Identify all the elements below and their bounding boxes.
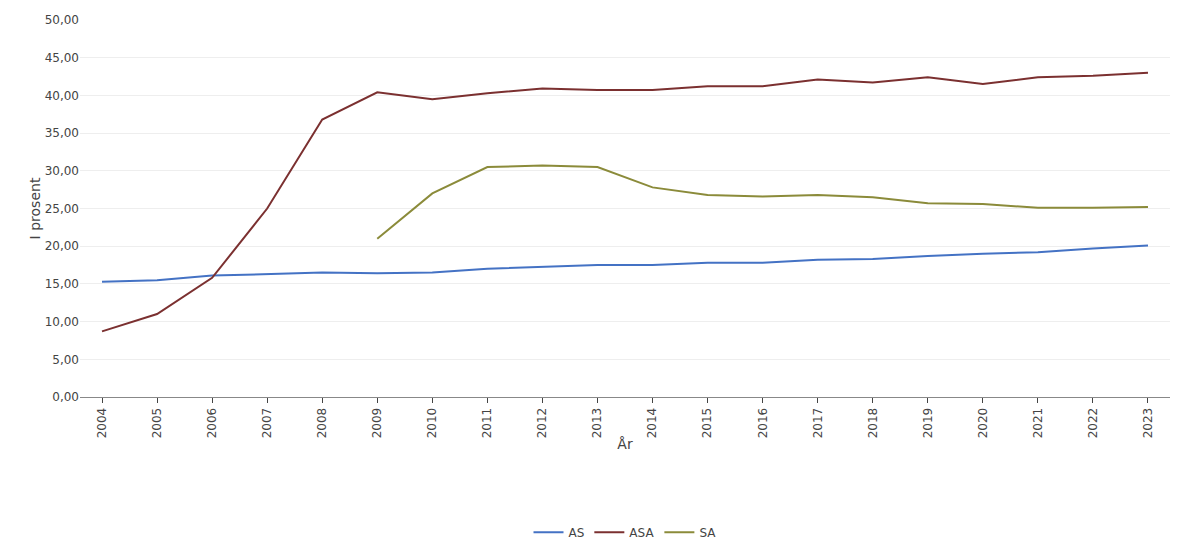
svg-text:2008: 2008: [315, 408, 329, 439]
svg-text:2015: 2015: [700, 408, 714, 439]
svg-text:2016: 2016: [756, 408, 770, 439]
svg-text:2019: 2019: [921, 408, 935, 439]
svg-text:2006: 2006: [205, 408, 219, 439]
svg-text:2007: 2007: [260, 408, 274, 439]
svg-text:2023: 2023: [1141, 408, 1155, 439]
svg-text:AS: AS: [569, 526, 585, 540]
svg-text:2017: 2017: [811, 408, 825, 439]
svg-text:45,00: 45,00: [45, 51, 79, 65]
svg-text:50,00: 50,00: [45, 13, 79, 27]
svg-text:2018: 2018: [866, 408, 880, 439]
svg-text:2022: 2022: [1086, 408, 1100, 439]
svg-text:2012: 2012: [535, 408, 549, 439]
svg-text:2014: 2014: [645, 408, 659, 439]
svg-text:SA: SA: [699, 526, 716, 540]
svg-text:10,00: 10,00: [45, 315, 79, 329]
svg-text:2004: 2004: [95, 408, 109, 439]
svg-text:2020: 2020: [976, 408, 990, 439]
svg-text:40,00: 40,00: [45, 89, 79, 103]
svg-text:20,00: 20,00: [45, 239, 79, 253]
svg-text:35,00: 35,00: [45, 126, 79, 140]
svg-text:2021: 2021: [1031, 408, 1045, 439]
svg-text:15,00: 15,00: [45, 277, 79, 291]
svg-text:2009: 2009: [370, 408, 384, 439]
svg-text:0,00: 0,00: [52, 390, 79, 404]
svg-text:2005: 2005: [150, 408, 164, 439]
svg-text:2013: 2013: [590, 408, 604, 439]
svg-text:År: År: [617, 436, 633, 452]
svg-text:30,00: 30,00: [45, 164, 79, 178]
svg-text:I prosent: I prosent: [27, 177, 43, 239]
svg-text:5,00: 5,00: [52, 353, 79, 367]
svg-text:ASA: ASA: [629, 526, 654, 540]
svg-text:2011: 2011: [480, 408, 494, 439]
svg-text:25,00: 25,00: [45, 202, 79, 216]
svg-text:2010: 2010: [425, 408, 439, 439]
